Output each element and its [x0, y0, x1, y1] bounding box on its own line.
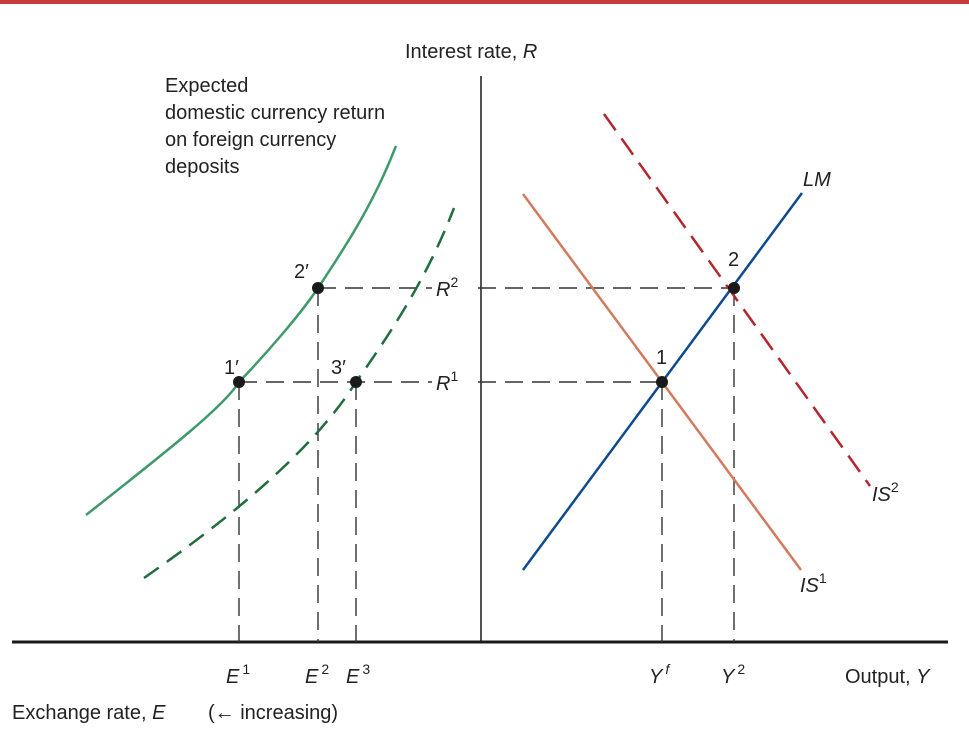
curve-description-line-4: deposits — [165, 156, 240, 178]
point-1-label: 1 — [656, 347, 667, 369]
point-2-prime — [312, 282, 324, 294]
curve-description-line-3: on foreign currency — [165, 129, 336, 151]
point-1 — [656, 376, 668, 388]
point-1-prime-label: 1′ — [224, 357, 239, 379]
exchange-rate-axis-title: Exchange rate, E — [12, 702, 166, 724]
curve-description-line-2: domestic currency return — [165, 102, 385, 124]
is2-label: IS2 — [872, 479, 899, 506]
point-2-prime-label: 2′ — [294, 261, 309, 283]
point-2-label: 2 — [728, 249, 739, 271]
point-1-prime — [233, 376, 245, 388]
expected-return-curve — [85, 145, 398, 516]
is2-line — [602, 113, 872, 487]
interest-rate-axis-title: Interest rate, R — [405, 41, 537, 63]
point-3-prime-label: 3′ — [331, 357, 346, 379]
expected-return-curve-shifted — [143, 207, 456, 580]
point-3-prime — [350, 376, 362, 388]
r2-label: R2 — [436, 274, 458, 301]
curve-description-line-1: Expected — [165, 75, 248, 97]
is1-label: IS1 — [800, 570, 827, 597]
r1-label: R1 — [436, 368, 458, 395]
exchange-rate-direction-note: (← increasing) — [208, 702, 338, 724]
point-2 — [728, 282, 740, 294]
lm-label: LM — [803, 169, 831, 191]
top-rule — [0, 0, 969, 4]
output-axis-title: Output, Y — [845, 666, 931, 688]
